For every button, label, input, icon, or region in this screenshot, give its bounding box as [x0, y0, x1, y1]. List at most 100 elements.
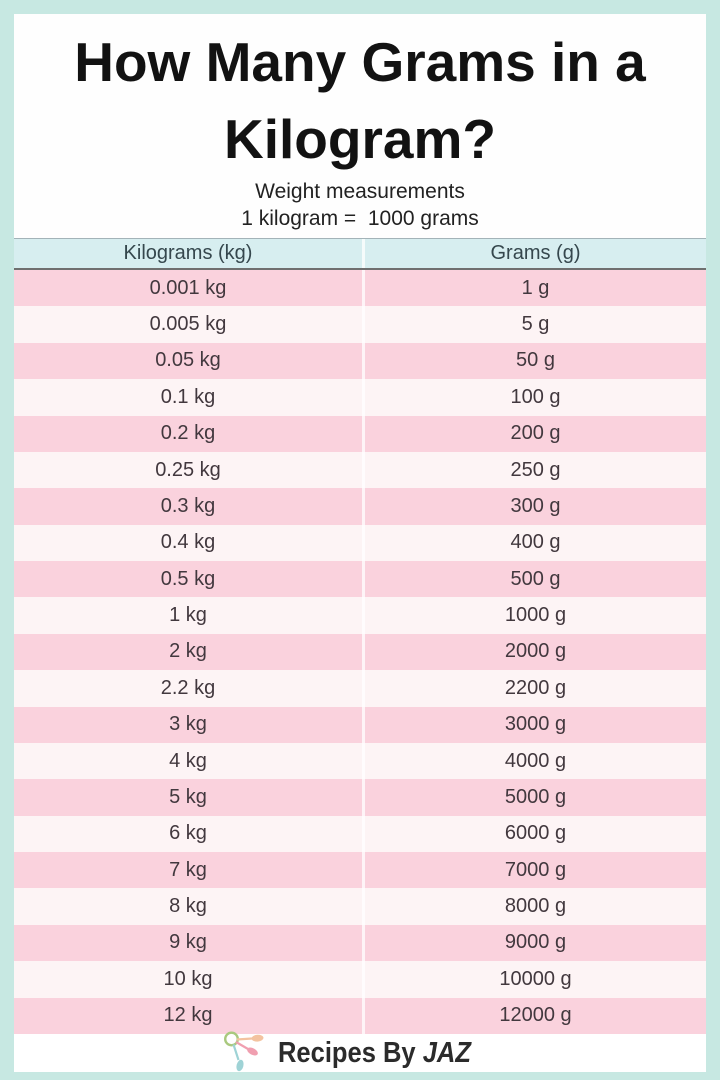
kilograms-cell: 0.1 kg — [160, 385, 216, 408]
column-divider — [362, 488, 365, 525]
table-row: 6 kg 6000 g — [14, 815, 706, 852]
column-divider — [362, 561, 365, 598]
table-row: 12 kg 12000 g — [14, 997, 706, 1034]
column-divider — [362, 239, 365, 268]
conversion-table: Kilograms (kg) Grams (g) 0.001 kg 1 g 0.00… — [14, 238, 706, 1034]
subtitle: Weight measurements — [255, 180, 465, 203]
brand-prefix: Recipes By — [278, 1036, 424, 1069]
page-title-line2: Kilogram? — [224, 108, 496, 170]
brand-name: JAZ — [423, 1036, 472, 1069]
infographic-poster: How Many Grams in a Kilogram? Weight mea… — [14, 14, 706, 1072]
brand-footer: Recipes By JAZ — [14, 1031, 706, 1072]
column-divider — [362, 451, 365, 489]
table-row: 0.05 kg 50 g — [14, 342, 706, 380]
kilograms-cell: 2 kg — [169, 640, 207, 663]
table-row: 0.3 kg 300 g — [14, 488, 706, 525]
page-title-line1: How Many Grams in a — [74, 31, 646, 93]
column-divider — [362, 379, 365, 416]
grams-cell: 100 g — [510, 385, 561, 408]
column-divider — [362, 888, 365, 925]
table-row: 0.25 kg 250 g — [14, 451, 706, 489]
table-row: 9 kg 9000 g — [14, 924, 706, 962]
grams-cell: 6000 g — [504, 822, 567, 845]
kilograms-cell: 0.25 kg — [155, 458, 221, 481]
table-row: 7 kg 7000 g — [14, 852, 706, 889]
spoon-pink — [235, 1041, 259, 1056]
table-row: 0.1 kg 100 g — [14, 379, 706, 416]
kilograms-cell: 0.001 kg — [149, 276, 227, 299]
table-row: 4 kg 4000 g — [14, 742, 706, 780]
grams-cell: 250 g — [510, 458, 561, 481]
grams-cell: 500 g — [510, 567, 561, 590]
kilograms-cell: 4 kg — [169, 749, 207, 772]
column-divider — [362, 706, 365, 743]
page-title: How Many Grams in a Kilogram? — [14, 24, 706, 178]
kilograms-cell: 7 kg — [169, 858, 207, 881]
kilograms-cell: 1 kg — [169, 604, 207, 627]
kilograms-cell: 0.05 kg — [155, 349, 221, 372]
conversion-equation: 1 kilogram = 1000 grams — [241, 207, 479, 230]
table-row: 0.5 kg 500 g — [14, 561, 706, 598]
grams-cell: 7000 g — [504, 858, 567, 881]
grams-cell: 4000 g — [504, 749, 567, 772]
column-header-kilograms: Kilograms (kg) — [123, 242, 253, 264]
column-divider — [362, 415, 365, 452]
grams-cell: 1000 g — [504, 604, 567, 627]
kilograms-cell: 0.3 kg — [160, 494, 216, 517]
grams-cell: 5 g — [521, 313, 550, 336]
table-row: 2.2 kg 2200 g — [14, 670, 706, 707]
grams-cell: 9000 g — [504, 931, 567, 954]
kilograms-cell: 2.2 kg — [160, 676, 216, 699]
grams-cell: 2200 g — [504, 676, 567, 699]
kilograms-cell: 0.005 kg — [149, 313, 227, 336]
column-divider — [362, 597, 365, 634]
table-header-row: Kilograms (kg) Grams (g) — [14, 238, 706, 270]
grams-cell: 50 g — [516, 349, 555, 372]
grams-cell: 8000 g — [504, 895, 567, 918]
column-divider — [362, 924, 365, 962]
column-divider — [362, 852, 365, 889]
column-divider — [362, 815, 365, 852]
column-divider — [362, 524, 365, 561]
kilograms-cell: 8 kg — [169, 895, 207, 918]
grams-cell: 5000 g — [504, 785, 567, 808]
title-block: How Many Grams in a Kilogram? Weight mea… — [14, 14, 706, 238]
table-row: 0.4 kg 400 g — [14, 524, 706, 561]
kilograms-cell: 9 kg — [169, 931, 207, 954]
grams-cell: 300 g — [510, 494, 561, 517]
grams-cell: 2000 g — [504, 640, 567, 663]
grams-cell: 12000 g — [499, 1004, 572, 1027]
table-row: 10 kg 10000 g — [14, 961, 706, 998]
table-row: 0.005 kg 5 g — [14, 306, 706, 343]
grams-cell: 3000 g — [504, 713, 567, 736]
kilograms-cell: 6 kg — [169, 822, 207, 845]
column-divider — [362, 306, 365, 343]
table-row: 2 kg 2000 g — [14, 633, 706, 671]
kilograms-cell: 0.5 kg — [160, 567, 216, 590]
column-divider — [362, 270, 365, 307]
column-divider — [362, 670, 365, 707]
column-divider — [362, 342, 365, 380]
kilograms-cell: 12 kg — [163, 1004, 213, 1027]
table-row: 5 kg 5000 g — [14, 779, 706, 816]
column-divider — [362, 997, 365, 1034]
table-row: 8 kg 8000 g — [14, 888, 706, 925]
kilograms-cell: 0.4 kg — [160, 531, 216, 554]
grams-cell: 10000 g — [499, 967, 572, 990]
kilograms-cell: 0.2 kg — [160, 422, 216, 445]
table-row: 0.001 kg 1 g — [14, 270, 706, 307]
brand-text: Recipes By JAZ — [278, 1037, 471, 1070]
spoon-peach — [237, 1034, 264, 1042]
spoon-teal — [232, 1044, 244, 1072]
column-header-grams: Grams (g) — [490, 242, 581, 264]
column-divider — [362, 961, 365, 998]
kilograms-cell: 10 kg — [163, 967, 213, 990]
column-divider — [362, 779, 365, 816]
table-row: 0.2 kg 200 g — [14, 415, 706, 452]
table-row: 3 kg 3000 g — [14, 706, 706, 743]
column-divider — [362, 742, 365, 780]
grams-cell: 400 g — [510, 531, 561, 554]
table-row: 1 kg 1000 g — [14, 597, 706, 634]
column-divider — [362, 633, 365, 671]
grams-cell: 1 g — [521, 276, 550, 299]
